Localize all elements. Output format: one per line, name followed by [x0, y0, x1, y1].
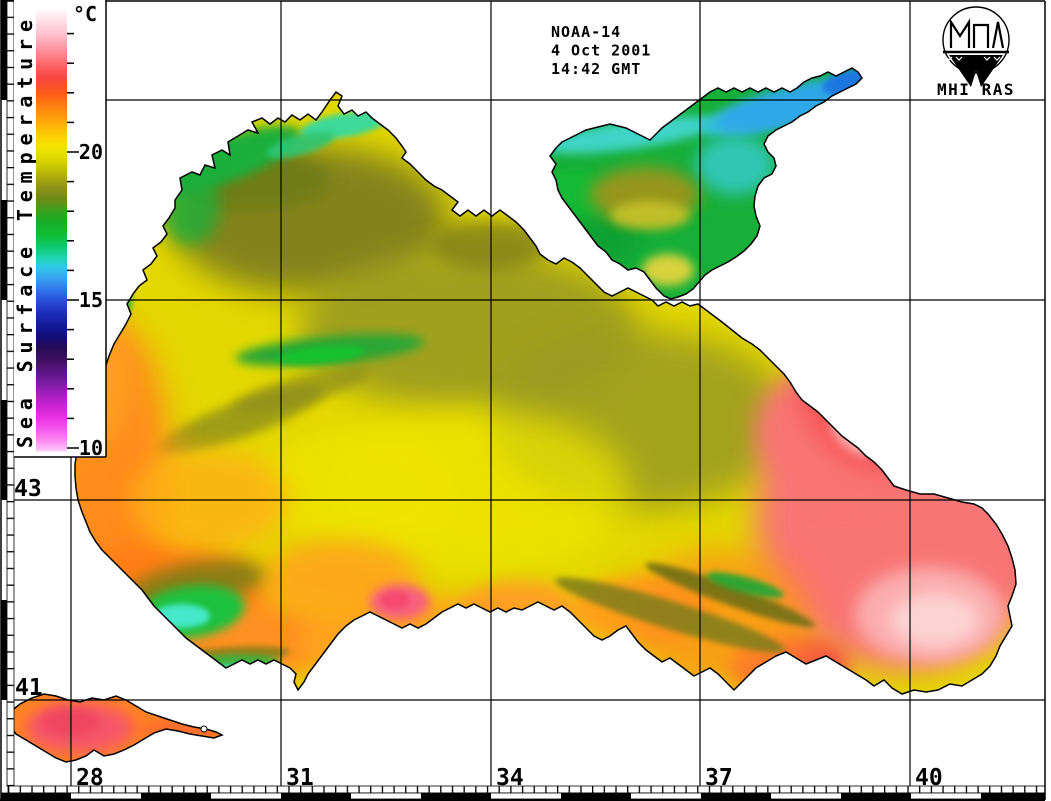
- longitude-label-34: 34: [496, 765, 524, 791]
- longitude-label-28: 28: [76, 765, 104, 791]
- coordinate-labels: 43 41 28 31 34 37 40: [14, 476, 943, 791]
- left-ruler-band: [1, 0, 7, 793]
- colorbar-title: Sea Surface Temperature: [13, 20, 37, 448]
- latitude-label-41: 41: [15, 675, 43, 701]
- colorbar-panel: °C 20 15 10 Sea Surface Temperature: [13, 0, 107, 460]
- longitude-label-37: 37: [705, 765, 733, 791]
- colorbar-unit-label: °C: [73, 2, 97, 26]
- latitude-label-43: 43: [14, 476, 42, 502]
- satellite-name: NOAA-14: [551, 23, 621, 41]
- logo-letters-icon: [949, 18, 1005, 49]
- colorbar-tick-marks: [67, 32, 79, 449]
- logo-waves-icon: [943, 50, 1009, 87]
- longitude-label-40: 40: [915, 765, 943, 791]
- header-annotation: NOAA-14 4 Oct 2001 14:42 GMT: [551, 23, 651, 78]
- bottom-border: [0, 799, 1045, 801]
- logo-organization-label: MHI RAS: [937, 80, 1015, 99]
- longitude-label-31: 31: [286, 765, 314, 791]
- colorbar-tick-10: 10: [79, 436, 103, 460]
- acquisition-time: 14:42 GMT: [551, 60, 641, 78]
- marmara-island: [200, 725, 208, 733]
- colorbar-tick-15: 15: [79, 288, 103, 312]
- colorbar-tick-20: 20: [79, 140, 103, 164]
- colorbar-gradient: [36, 8, 67, 452]
- bottom-ruler-ticks: [7, 785, 1046, 794]
- mhi-ras-logo: MHI RAS: [937, 6, 1015, 99]
- bottom-ruler-band: [0, 792, 1046, 800]
- acquisition-date: 4 Oct 2001: [551, 42, 651, 60]
